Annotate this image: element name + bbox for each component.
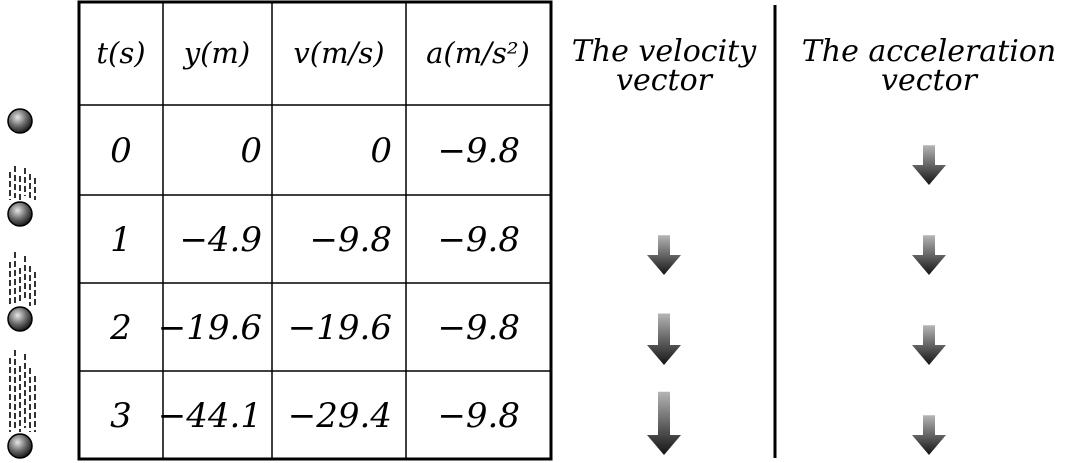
- ball-t3: [7, 433, 33, 459]
- cell-t: 0: [110, 131, 132, 171]
- cell-v: −19.6: [288, 308, 392, 348]
- cell-v: −9.8: [309, 220, 392, 260]
- falling-ball-strip: [7, 108, 36, 459]
- cell-y: −4.9: [179, 220, 262, 260]
- data-table: [77, 0, 553, 461]
- cell-a: −9.8: [437, 396, 520, 436]
- cell-a: −9.8: [437, 220, 520, 260]
- ball-t0: [7, 108, 33, 134]
- cell-v: −29.4: [288, 396, 392, 436]
- header-acceleration: a(m/s²): [426, 36, 530, 70]
- acceleration-vector-title: The acceleration: [802, 34, 1056, 69]
- cell-a: −9.8: [437, 308, 520, 348]
- table-row: 2 −19.6 −19.6 −9.8: [109, 308, 520, 348]
- motion-streaks: [9, 166, 36, 432]
- table-row: 1 −4.9 −9.8 −9.8: [110, 220, 520, 260]
- acceleration-arrows: [912, 145, 946, 455]
- acceleration-arrow-icon: [912, 325, 946, 365]
- cell-t: 1: [110, 220, 132, 260]
- table-header: t(s) y(m) v(m/s) a(m/s²): [96, 36, 529, 70]
- cell-t: 3: [110, 396, 132, 436]
- cell-y: −44.1: [158, 396, 262, 436]
- ball-t1: [7, 201, 33, 227]
- table-row: 3 −44.1 −29.4 −9.8: [110, 396, 520, 436]
- cell-t: 2: [109, 308, 132, 348]
- cell-v: 0: [370, 131, 392, 171]
- header-time: t(s): [96, 36, 145, 70]
- header-position: y(m): [182, 36, 251, 70]
- table-row: 0 0 0 −9.8: [110, 131, 520, 171]
- acceleration-arrow-icon: [912, 415, 946, 455]
- velocity-arrow-icon: [647, 391, 681, 455]
- velocity-arrows: [647, 235, 681, 455]
- acceleration-arrow-icon: [912, 145, 946, 185]
- cell-a: −9.8: [437, 131, 520, 171]
- ball-t2: [7, 306, 33, 332]
- cell-y: 0: [240, 131, 262, 171]
- velocity-arrow-icon: [647, 313, 681, 365]
- header-velocity: v(m/s): [293, 36, 384, 70]
- velocity-vector-title: The velocity: [572, 34, 757, 69]
- velocity-arrow-icon: [647, 235, 681, 275]
- acceleration-vector-title-line2: vector: [881, 63, 979, 98]
- cell-y: −19.6: [158, 308, 262, 348]
- acceleration-arrow-icon: [912, 235, 946, 275]
- velocity-vector-title-line2: vector: [616, 63, 714, 98]
